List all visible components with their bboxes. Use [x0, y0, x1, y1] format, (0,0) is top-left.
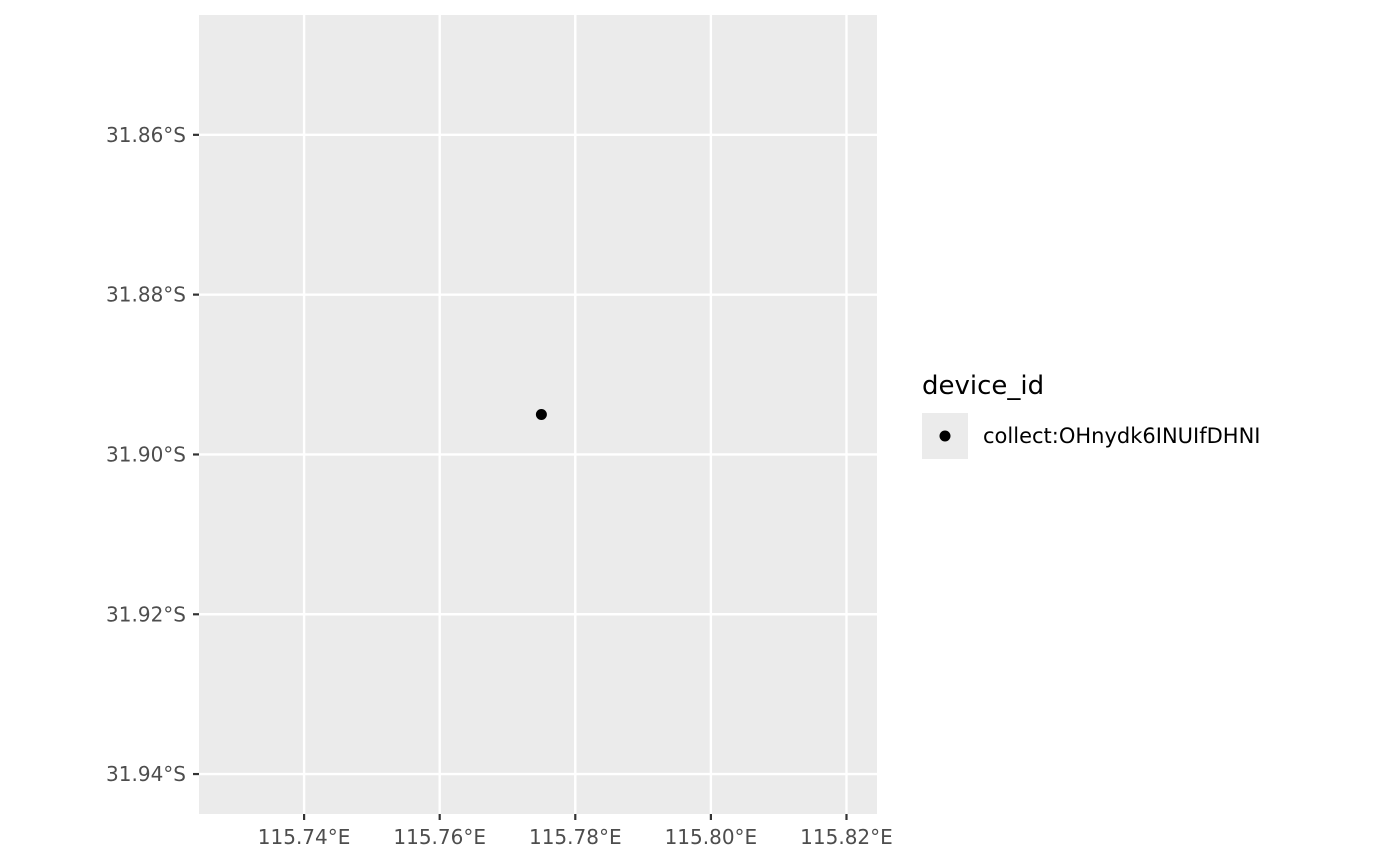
y-axis: 31.86°S 31.88°S 31.90°S 31.92°S 31.94°S [106, 123, 199, 786]
grid-lines [199, 15, 877, 814]
legend-entries: collect:OHnydk6INUIfDHNI [922, 413, 1260, 459]
legend-key-point [939, 430, 951, 442]
x-tick-label: 115.76°E [393, 825, 486, 849]
y-tick-label: 31.86°S [106, 123, 186, 147]
legend-title: device_id [922, 371, 1044, 401]
legend: device_id collect:OHnydk6INUIfDHNI [922, 371, 1260, 459]
x-tick-label: 115.78°E [529, 825, 622, 849]
x-tick-label: 115.80°E [665, 825, 758, 849]
legend-entry-label: collect:OHnydk6INUIfDHNI [983, 424, 1260, 448]
data-points [535, 409, 547, 420]
y-tick-label: 31.88°S [106, 283, 186, 307]
y-tick-label: 31.90°S [106, 442, 186, 466]
y-tick-label: 31.92°S [106, 602, 186, 626]
x-axis: 115.74°E 115.76°E 115.78°E 115.80°E 115.82°E [258, 814, 893, 849]
data-point [535, 409, 547, 420]
y-tick-label: 31.94°S [106, 762, 186, 786]
x-tick-label: 115.74°E [258, 825, 351, 849]
x-tick-label: 115.82°E [800, 825, 893, 849]
